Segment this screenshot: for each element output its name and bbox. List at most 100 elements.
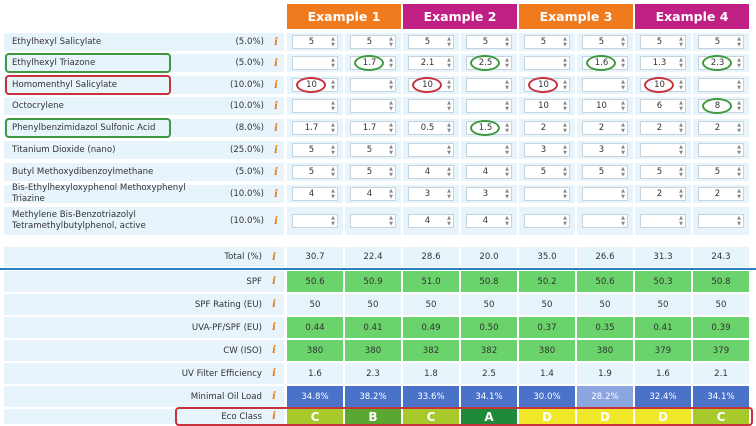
concentration-input[interactable]: 5 ▲ ▼ [292,165,338,179]
concentration-input[interactable]: ▲ ▼ [466,143,512,157]
concentration-input[interactable]: ▲ ▼ [350,99,396,113]
concentration-input[interactable]: ▲ ▼ [698,78,744,92]
concentration-input[interactable]: ▲ ▼ [640,214,686,228]
spinner-icon[interactable]: ▲ ▼ [679,188,683,200]
spinner-icon[interactable]: ▲ ▼ [389,57,393,69]
spinner-icon[interactable]: ▲ ▼ [563,100,567,112]
spinner-icon[interactable]: ▲ ▼ [679,57,683,69]
concentration-input[interactable]: 4 ▲ ▼ [466,214,512,228]
concentration-input[interactable]: 4 ▲ ▼ [292,187,338,201]
spinner-icon[interactable]: ▲ ▼ [621,100,625,112]
concentration-input[interactable]: 0.5 ▲ ▼ [408,121,454,135]
concentration-input[interactable]: 3 ▲ ▼ [524,143,570,157]
spinner-icon[interactable]: ▲ ▼ [447,79,451,91]
spinner-icon[interactable]: ▲ ▼ [389,215,393,227]
concentration-input[interactable]: ▲ ▼ [698,143,744,157]
spinner-icon[interactable]: ▲ ▼ [621,188,625,200]
spinner-icon[interactable]: ▲ ▼ [331,100,335,112]
concentration-input[interactable]: ▲ ▼ [466,99,512,113]
example-header-1[interactable]: Example 1 [287,4,401,29]
spinner-icon[interactable]: ▲ ▼ [563,79,567,91]
concentration-input[interactable]: 5 ▲ ▼ [466,35,512,49]
spinner-icon[interactable]: ▲ ▼ [563,57,567,69]
concentration-input[interactable]: 4 ▲ ▼ [350,187,396,201]
concentration-input[interactable]: ▲ ▼ [582,187,628,201]
concentration-input[interactable]: ▲ ▼ [582,78,628,92]
concentration-input[interactable]: 5 ▲ ▼ [350,165,396,179]
concentration-input[interactable]: 5 ▲ ▼ [292,143,338,157]
info-icon[interactable]: i [272,276,276,287]
concentration-input[interactable]: 1.7 ▲ ▼ [350,56,396,70]
concentration-input[interactable]: 5 ▲ ▼ [524,35,570,49]
concentration-input[interactable]: ▲ ▼ [292,56,338,70]
concentration-input[interactable]: 10 ▲ ▼ [408,78,454,92]
info-icon[interactable]: i [274,79,278,91]
concentration-input[interactable]: ▲ ▼ [466,78,512,92]
concentration-input[interactable]: 4 ▲ ▼ [408,165,454,179]
spinner-icon[interactable]: ▲ ▼ [447,36,451,48]
concentration-input[interactable]: ▲ ▼ [292,214,338,228]
concentration-input[interactable]: ▲ ▼ [350,78,396,92]
concentration-input[interactable]: 1.6 ▲ ▼ [582,56,628,70]
spinner-icon[interactable]: ▲ ▼ [447,144,451,156]
spinner-icon[interactable]: ▲ ▼ [505,166,509,178]
spinner-icon[interactable]: ▲ ▼ [621,79,625,91]
spinner-icon[interactable]: ▲ ▼ [563,36,567,48]
spinner-icon[interactable]: ▲ ▼ [737,215,741,227]
spinner-icon[interactable]: ▲ ▼ [331,57,335,69]
concentration-input[interactable]: 5 ▲ ▼ [292,35,338,49]
spinner-icon[interactable]: ▲ ▼ [737,100,741,112]
info-icon[interactable]: i [274,100,278,112]
spinner-icon[interactable]: ▲ ▼ [737,166,741,178]
info-icon[interactable]: i [272,411,276,422]
concentration-input[interactable]: ▲ ▼ [698,214,744,228]
concentration-input[interactable]: 2 ▲ ▼ [698,121,744,135]
spinner-icon[interactable]: ▲ ▼ [331,36,335,48]
concentration-input[interactable]: 1.3 ▲ ▼ [640,56,686,70]
concentration-input[interactable]: 5 ▲ ▼ [408,35,454,49]
concentration-input[interactable]: 5 ▲ ▼ [582,165,628,179]
spinner-icon[interactable]: ▲ ▼ [505,36,509,48]
concentration-input[interactable]: ▲ ▼ [408,99,454,113]
concentration-input[interactable]: 2 ▲ ▼ [524,121,570,135]
info-icon[interactable]: i [274,122,278,134]
concentration-input[interactable]: 10 ▲ ▼ [292,78,338,92]
concentration-input[interactable]: ▲ ▼ [582,214,628,228]
spinner-icon[interactable]: ▲ ▼ [737,36,741,48]
concentration-input[interactable]: 6 ▲ ▼ [640,99,686,113]
concentration-input[interactable]: 1.7 ▲ ▼ [292,121,338,135]
spinner-icon[interactable]: ▲ ▼ [737,144,741,156]
spinner-icon[interactable]: ▲ ▼ [679,166,683,178]
spinner-icon[interactable]: ▲ ▼ [621,144,625,156]
spinner-icon[interactable]: ▲ ▼ [621,122,625,134]
spinner-icon[interactable]: ▲ ▼ [679,79,683,91]
spinner-icon[interactable]: ▲ ▼ [505,79,509,91]
spinner-icon[interactable]: ▲ ▼ [737,57,741,69]
spinner-icon[interactable]: ▲ ▼ [563,144,567,156]
spinner-icon[interactable]: ▲ ▼ [563,166,567,178]
concentration-input[interactable]: 2.1 ▲ ▼ [408,56,454,70]
concentration-input[interactable]: 5 ▲ ▼ [350,143,396,157]
spinner-icon[interactable]: ▲ ▼ [737,79,741,91]
info-icon[interactable]: i [274,215,278,227]
info-icon[interactable]: i [274,166,278,178]
concentration-input[interactable]: ▲ ▼ [640,143,686,157]
spinner-icon[interactable]: ▲ ▼ [389,188,393,200]
spinner-icon[interactable]: ▲ ▼ [505,188,509,200]
concentration-input[interactable]: ▲ ▼ [292,99,338,113]
info-icon[interactable]: i [272,368,276,379]
info-icon[interactable]: i [274,144,278,156]
spinner-icon[interactable]: ▲ ▼ [621,57,625,69]
example-header-4[interactable]: Example 4 [635,4,749,29]
spinner-icon[interactable]: ▲ ▼ [331,188,335,200]
concentration-input[interactable]: 5 ▲ ▼ [698,165,744,179]
spinner-icon[interactable]: ▲ ▼ [563,188,567,200]
spinner-icon[interactable]: ▲ ▼ [737,188,741,200]
spinner-icon[interactable]: ▲ ▼ [447,215,451,227]
spinner-icon[interactable]: ▲ ▼ [331,79,335,91]
concentration-input[interactable]: 10 ▲ ▼ [524,99,570,113]
concentration-input[interactable]: ▲ ▼ [408,143,454,157]
example-header-3[interactable]: Example 3 [519,4,633,29]
concentration-input[interactable]: 4 ▲ ▼ [466,165,512,179]
spinner-icon[interactable]: ▲ ▼ [505,215,509,227]
